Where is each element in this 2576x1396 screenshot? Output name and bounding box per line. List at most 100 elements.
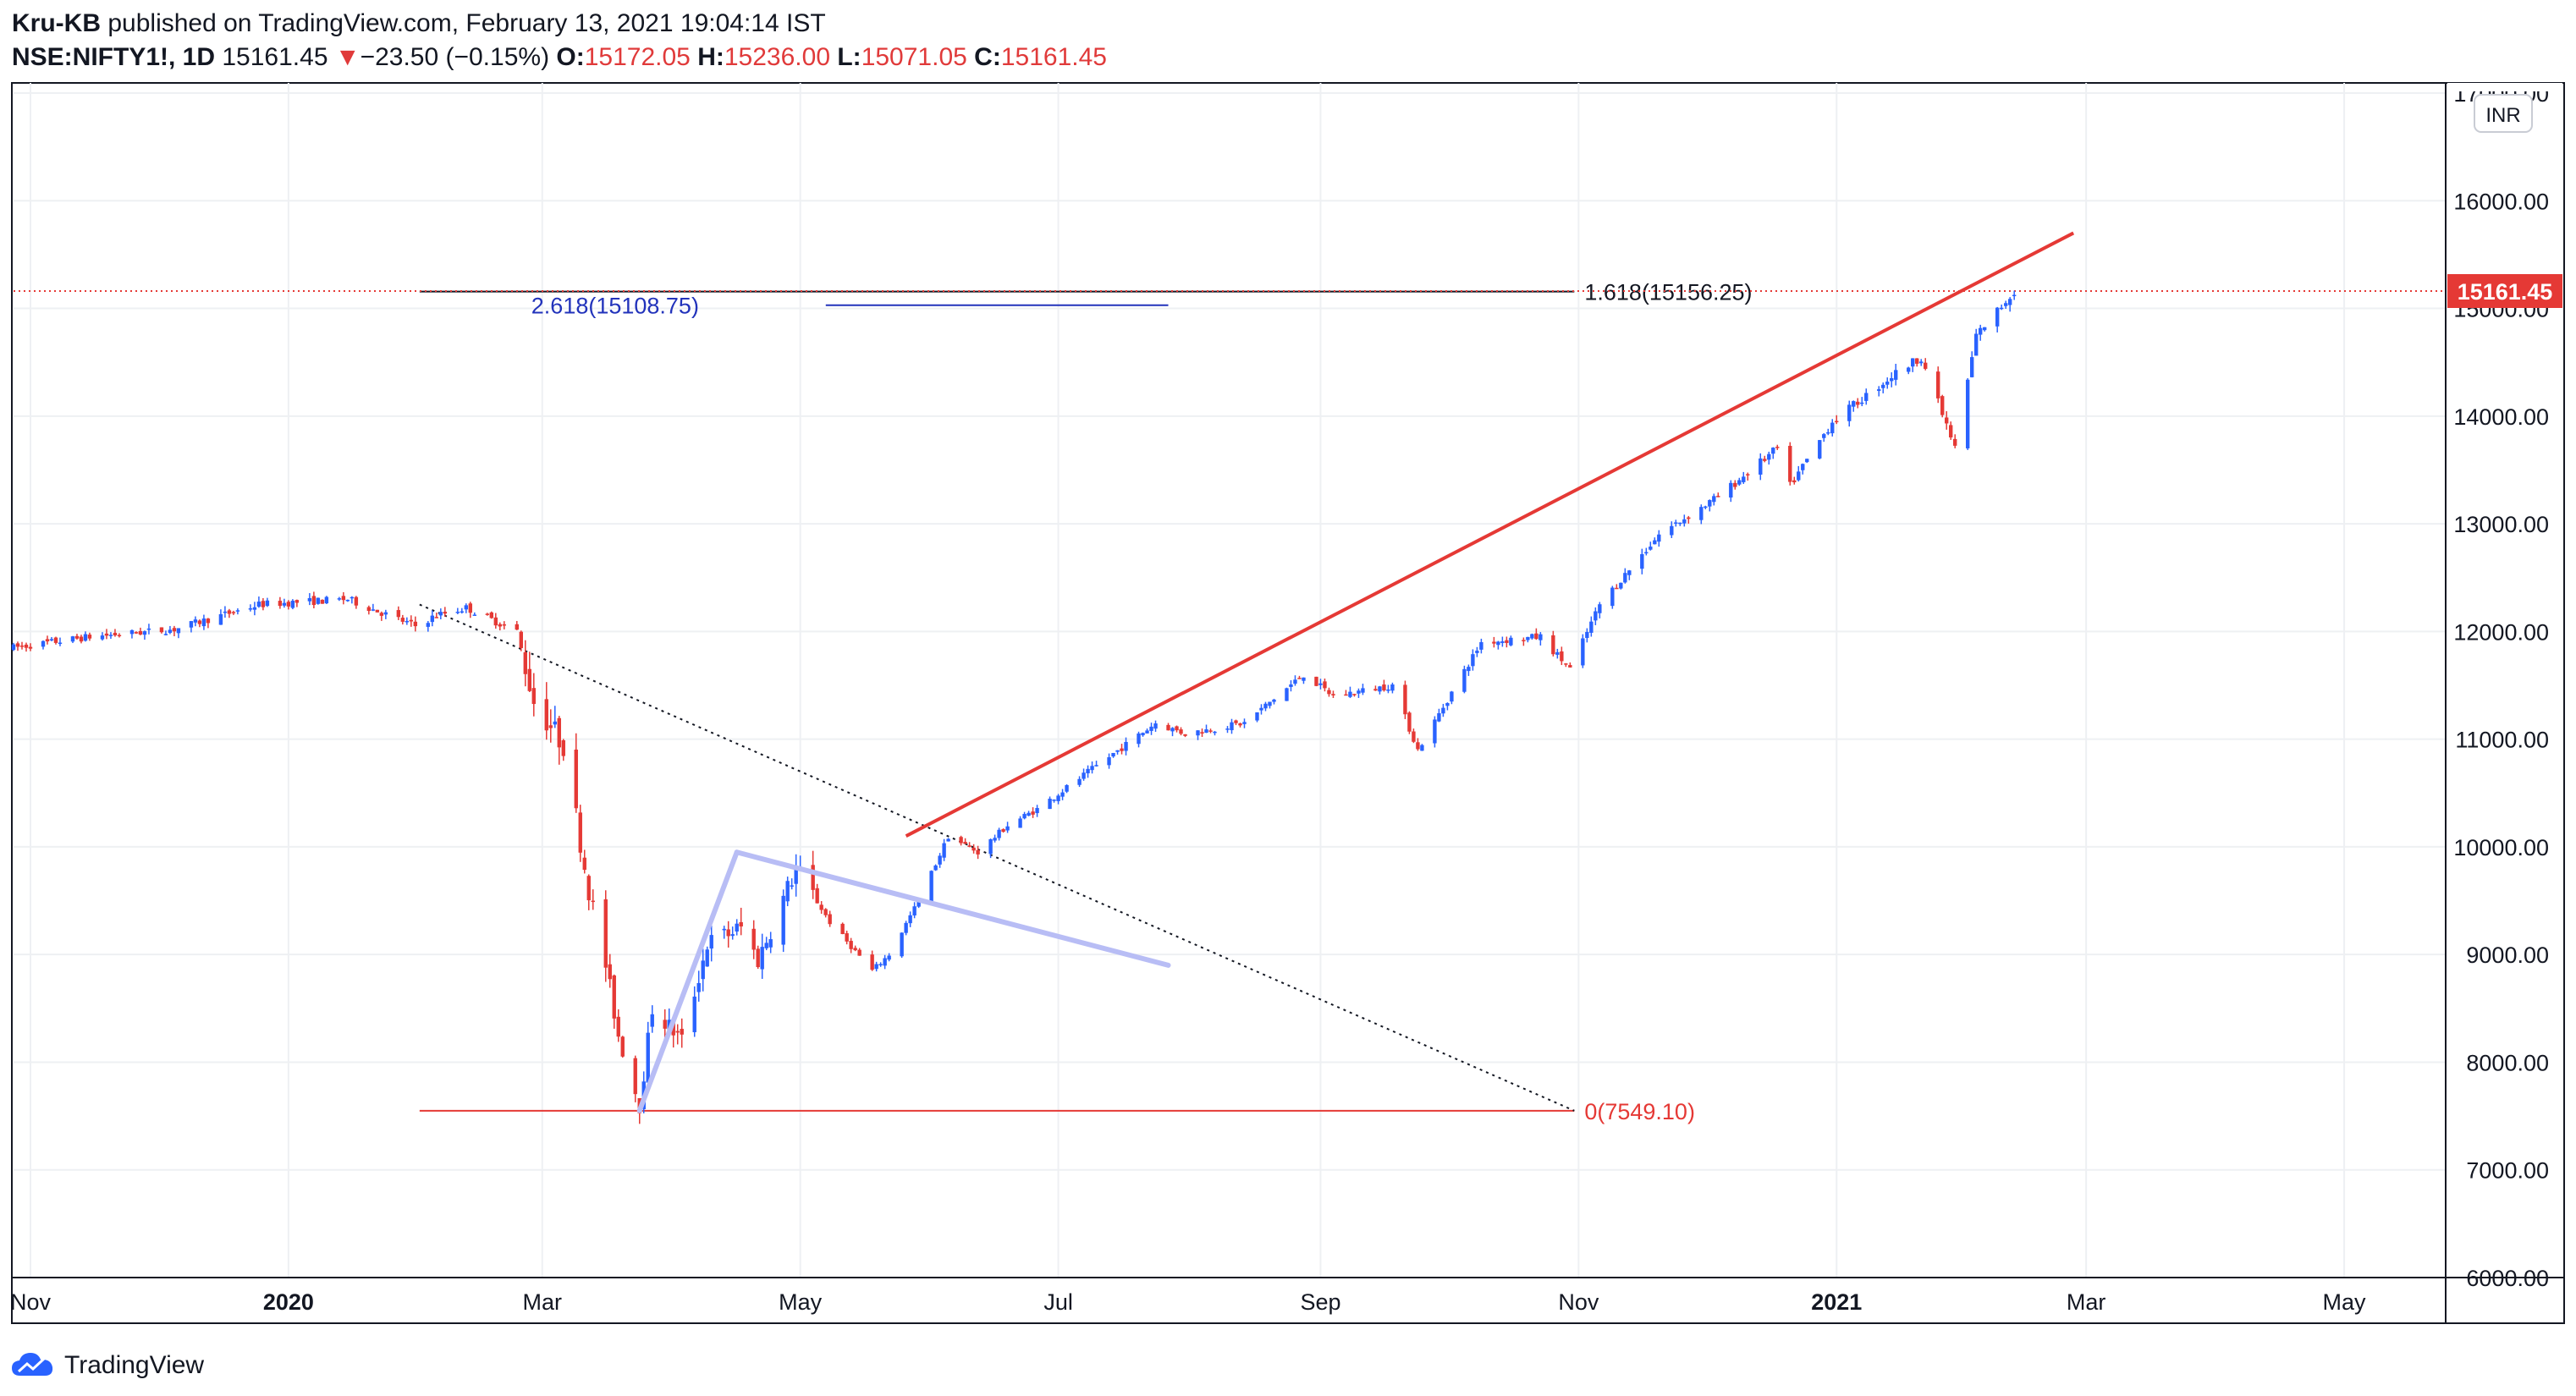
candle[interactable] xyxy=(883,954,887,970)
candle[interactable] xyxy=(1289,680,1293,692)
candle[interactable] xyxy=(1593,607,1598,625)
candle[interactable] xyxy=(1234,719,1238,726)
candle[interactable] xyxy=(1153,720,1158,732)
candle[interactable] xyxy=(1225,726,1230,734)
candle[interactable] xyxy=(172,625,177,636)
candle[interactable] xyxy=(1771,447,1775,459)
candle[interactable] xyxy=(235,608,240,615)
candle[interactable] xyxy=(1420,744,1424,751)
candle[interactable] xyxy=(1619,582,1623,590)
candle[interactable] xyxy=(1170,727,1175,737)
dotted-trend-line[interactable] xyxy=(419,603,1575,1112)
candle[interactable] xyxy=(823,908,828,918)
candle[interactable] xyxy=(608,954,612,988)
candle[interactable] xyxy=(1331,690,1335,698)
candle[interactable] xyxy=(231,610,236,615)
candle[interactable] xyxy=(663,1009,667,1040)
candle[interactable] xyxy=(870,950,874,971)
candle[interactable] xyxy=(405,617,410,625)
candle[interactable] xyxy=(1166,723,1170,731)
candle[interactable] xyxy=(1496,640,1500,650)
candle[interactable] xyxy=(1610,585,1615,609)
candle[interactable] xyxy=(781,889,785,953)
candle[interactable] xyxy=(1890,372,1894,387)
candle[interactable] xyxy=(1001,828,1005,833)
candle[interactable] xyxy=(1433,716,1437,748)
candle[interactable] xyxy=(1407,711,1412,734)
candle[interactable] xyxy=(544,682,548,740)
candle[interactable] xyxy=(320,599,325,604)
candle[interactable] xyxy=(1881,382,1885,393)
candle[interactable] xyxy=(472,612,477,616)
candle[interactable] xyxy=(489,611,494,619)
candle[interactable] xyxy=(1094,761,1098,767)
candle[interactable] xyxy=(692,986,696,1037)
candle[interactable] xyxy=(1708,499,1712,512)
candle[interactable] xyxy=(45,635,50,645)
candle[interactable] xyxy=(1835,415,1839,425)
candle[interactable] xyxy=(1361,684,1365,695)
candle[interactable] xyxy=(1856,398,1860,409)
candle[interactable] xyxy=(1581,634,1585,668)
candle[interactable] xyxy=(104,629,109,640)
candle[interactable] xyxy=(1737,477,1742,486)
candle[interactable] xyxy=(1318,679,1323,690)
candle[interactable] xyxy=(498,622,502,631)
candle[interactable] xyxy=(1598,602,1602,618)
candle[interactable] xyxy=(988,838,993,859)
candle[interactable] xyxy=(561,739,565,761)
candle[interactable] xyxy=(1847,400,1852,427)
candle[interactable] xyxy=(680,1018,684,1048)
candle[interactable] xyxy=(1441,703,1445,717)
candle[interactable] xyxy=(1082,768,1086,781)
candle[interactable] xyxy=(502,621,506,629)
candle[interactable] xyxy=(159,627,164,634)
candle[interactable] xyxy=(1378,685,1382,695)
candle[interactable] xyxy=(248,604,253,612)
candle[interactable] xyxy=(1805,459,1809,464)
candle[interactable] xyxy=(350,596,355,604)
candle[interactable] xyxy=(1124,737,1128,756)
candle[interactable] xyxy=(1500,636,1505,647)
candle[interactable] xyxy=(256,596,261,608)
candle[interactable] xyxy=(1560,646,1564,666)
candle[interactable] xyxy=(337,596,342,602)
candle[interactable] xyxy=(1973,328,1979,356)
candle[interactable] xyxy=(1788,442,1792,486)
candle[interactable] xyxy=(379,611,384,621)
candle[interactable] xyxy=(1530,633,1534,640)
candle[interactable] xyxy=(1230,718,1234,734)
wedge-fall-line[interactable] xyxy=(734,849,1171,968)
candle[interactable] xyxy=(1792,476,1797,485)
candle[interactable] xyxy=(993,834,997,843)
candle[interactable] xyxy=(1259,704,1263,715)
candle[interactable] xyxy=(434,613,439,618)
candle[interactable] xyxy=(963,838,967,844)
candle[interactable] xyxy=(468,602,473,618)
candle[interactable] xyxy=(1293,675,1297,686)
candle[interactable] xyxy=(845,931,849,945)
candle[interactable] xyxy=(1052,799,1056,803)
candle[interactable] xyxy=(1653,537,1657,545)
candle[interactable] xyxy=(1200,728,1204,737)
candle[interactable] xyxy=(1674,519,1678,527)
candle[interactable] xyxy=(946,838,950,842)
candle[interactable] xyxy=(286,600,291,610)
candle[interactable] xyxy=(265,597,270,607)
candle[interactable] xyxy=(1027,811,1031,816)
candle[interactable] xyxy=(1995,306,2000,333)
candle[interactable] xyxy=(726,921,730,948)
candle[interactable] xyxy=(1885,377,1890,389)
candle[interactable] xyxy=(1911,358,1915,372)
candle[interactable] xyxy=(1344,690,1348,696)
candle[interactable] xyxy=(201,614,206,630)
candle[interactable] xyxy=(1615,584,1619,590)
candle[interactable] xyxy=(1204,724,1208,734)
candle[interactable] xyxy=(811,850,815,899)
candle[interactable] xyxy=(176,628,181,639)
candle[interactable] xyxy=(1056,794,1060,805)
rising-trendline[interactable] xyxy=(905,231,2075,838)
candle[interactable] xyxy=(74,634,80,640)
candle[interactable] xyxy=(1196,730,1200,740)
candle[interactable] xyxy=(976,845,980,860)
